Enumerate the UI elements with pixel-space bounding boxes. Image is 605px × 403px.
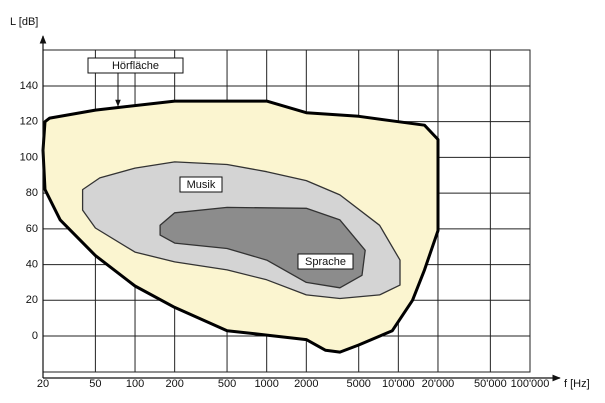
region-label: Sprache (305, 256, 346, 268)
x-tick-label: 2000 (294, 378, 318, 390)
y-tick-label: 20 (26, 294, 38, 306)
x-tick-label: 50'000 (474, 378, 507, 390)
y-tick-label: 100 (20, 151, 38, 163)
x-tick-label: 1000 (254, 378, 278, 390)
y-axis-label: L [dB] (10, 16, 38, 28)
y-tick-label: 0 (32, 330, 38, 342)
label-box (297, 253, 354, 270)
label-box (87, 57, 184, 74)
labels: Hörfläche Musik Sprache (87, 57, 354, 270)
x-tick-label: 20'000 (422, 378, 455, 390)
x-axis-label: f [Hz] (564, 378, 590, 390)
y-tick-label: 80 (26, 187, 38, 199)
regions (41, 99, 440, 354)
x-tick-label: 10'000 (382, 378, 415, 390)
x-tick-label: 100 (126, 378, 144, 390)
x-tick-label: 20 (37, 378, 49, 390)
x-tick-label: 200 (165, 378, 183, 390)
y-tick-label: 40 (26, 258, 38, 270)
x-tick-label: 50 (89, 378, 101, 390)
x-tick-label: 100'000 (511, 378, 550, 390)
x-tick-label: 500 (218, 378, 236, 390)
y-tick-label: 120 (20, 116, 38, 128)
x-tick-label: 5000 (346, 378, 370, 390)
region-label: Musik (187, 179, 216, 191)
label-box (179, 176, 223, 193)
y-tick-label: 60 (26, 223, 38, 235)
region-label: Hörfläche (112, 60, 159, 72)
y-tick-label: 140 (20, 80, 38, 92)
